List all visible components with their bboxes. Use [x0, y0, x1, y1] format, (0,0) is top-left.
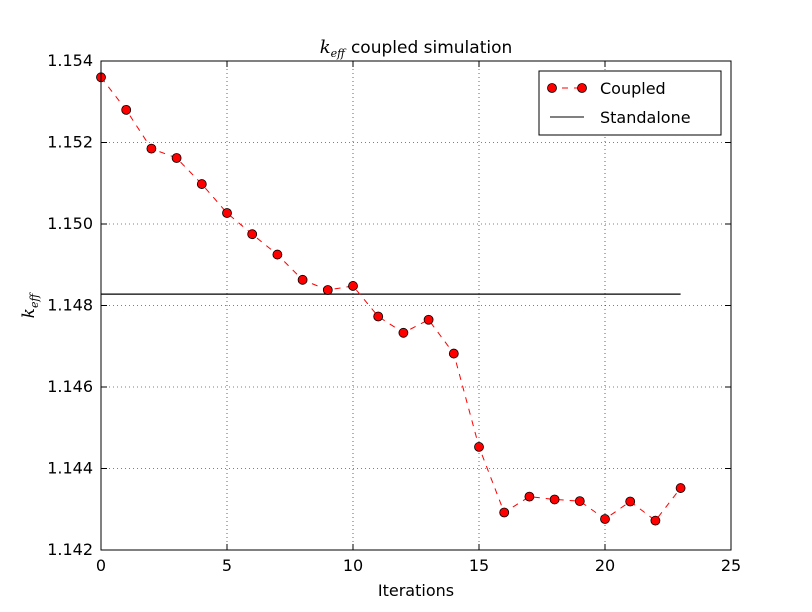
- coupled-point: [121, 105, 132, 115]
- coupled-point: [398, 327, 409, 338]
- x-tick-label: 5: [222, 556, 232, 575]
- y-tick-label: 1.148: [47, 296, 93, 315]
- title-symbol: k: [320, 37, 331, 58]
- coupled-point: [171, 153, 182, 163]
- y-tick-label: 1.142: [47, 540, 93, 559]
- y-tick-label: 1.154: [47, 51, 93, 70]
- legend-coupled-marker-left: [547, 83, 557, 93]
- legend-box: [538, 70, 722, 136]
- coupled-point: [272, 249, 283, 260]
- coupled-series-line: [100, 76, 681, 522]
- x-tick-label: 15: [469, 556, 489, 575]
- coupled-point: [574, 496, 585, 507]
- legend: Coupled Standalone: [538, 70, 722, 136]
- coupled-point: [625, 496, 636, 507]
- title-text: coupled simulation: [351, 38, 512, 58]
- coupled-point: [348, 281, 358, 291]
- y-tick-label: 1.144: [47, 459, 93, 478]
- x-tick-label: 25: [721, 556, 741, 575]
- y-label-symbol: k: [19, 308, 39, 318]
- coupled-point: [423, 314, 434, 325]
- coupled-point: [474, 442, 484, 452]
- y-axis-label: keff: [19, 291, 41, 318]
- coupled-point: [222, 208, 232, 218]
- coupled-point: [650, 515, 661, 526]
- legend-coupled-label: Coupled: [600, 79, 666, 98]
- legend-standalone-label: Standalone: [600, 108, 691, 127]
- coupled-point: [600, 514, 610, 524]
- y-tick-label: 1.150: [47, 214, 93, 233]
- grid: [101, 61, 731, 550]
- title-symbol-subscript: eff: [331, 47, 348, 60]
- coupled-point: [247, 229, 258, 240]
- ticks: [100, 60, 732, 551]
- x-tick-label: 0: [96, 556, 106, 575]
- y-tick-label: 1.152: [47, 133, 93, 152]
- coupled-point: [448, 348, 459, 359]
- coupled-point: [146, 143, 157, 154]
- coupled-point: [322, 285, 333, 295]
- coupled-point: [196, 179, 207, 189]
- chart-title: keff coupled simulation: [320, 37, 513, 60]
- y-label-subscript: eff: [28, 291, 41, 308]
- tick-labels: 0 5 10 15 20 25 1.142 1.144 1.146 1.148 1.150 1.152…: [47, 51, 741, 575]
- coupled-point: [297, 274, 308, 285]
- coupled-point: [373, 311, 384, 322]
- x-tick-label: 20: [595, 556, 615, 575]
- legend-coupled-marker-right: [577, 83, 587, 93]
- x-axis-label: Iterations: [378, 581, 454, 600]
- coupled-point: [524, 491, 535, 502]
- series-layer: [96, 72, 686, 526]
- y-tick-label: 1.146: [47, 377, 93, 396]
- coupled-point: [675, 483, 686, 493]
- coupled-point: [549, 494, 560, 505]
- x-tick-label: 10: [343, 556, 363, 575]
- coupled-point: [499, 507, 510, 518]
